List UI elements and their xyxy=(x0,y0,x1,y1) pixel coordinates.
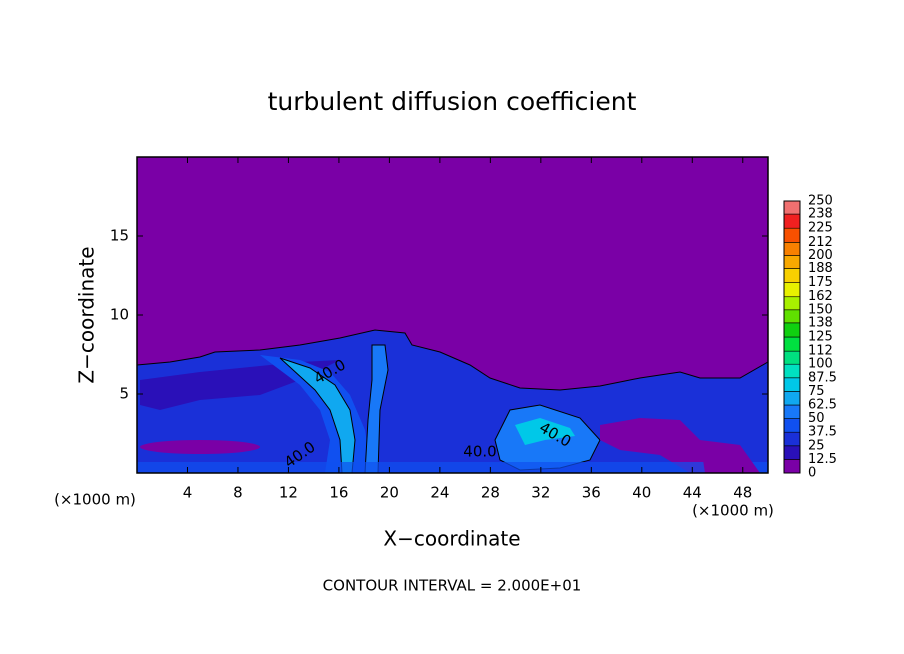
x-tick-label: 16 xyxy=(329,484,348,502)
colorbar-label: 87.5 xyxy=(808,370,837,385)
colorbar-label: 250 xyxy=(808,194,833,209)
colorbar-label: 62.5 xyxy=(808,398,837,413)
x-unit-label: (×1000 m) xyxy=(692,502,774,520)
x-tick-label: 28 xyxy=(481,484,500,502)
colorbar-band xyxy=(783,242,801,256)
colorbar-label: 200 xyxy=(808,248,833,263)
colorbar-band xyxy=(783,268,801,283)
colorbar-label: 175 xyxy=(808,275,833,290)
x-tick-label: 36 xyxy=(582,484,601,502)
colorbar-band xyxy=(783,227,801,243)
colorbar-label: 150 xyxy=(808,302,833,317)
x-tick-label: 20 xyxy=(380,484,399,502)
colorbar-label: 212 xyxy=(808,235,833,250)
x-tick-label: 4 xyxy=(183,484,193,502)
colorbar-band xyxy=(783,322,801,338)
colorbar-label: 50 xyxy=(808,411,825,426)
colorbar-frame xyxy=(783,200,801,474)
colorbar-band xyxy=(783,391,801,406)
x-unit-label: (×1000 m) xyxy=(54,491,136,509)
colorbar-band xyxy=(783,282,801,298)
colorbar-band xyxy=(783,377,801,392)
annotation: CONTOUR INTERVAL = 2.000E+01 xyxy=(323,577,582,595)
colorbar-band xyxy=(783,213,801,229)
x-tick-label: 24 xyxy=(430,484,449,502)
colorbar-label: 238 xyxy=(808,207,833,222)
colorbar-label: 112 xyxy=(808,344,833,359)
y-tick-label: 10 xyxy=(110,306,129,324)
y-tick-label: 15 xyxy=(110,227,129,245)
colorbar-label: 12.5 xyxy=(808,452,837,467)
colorbar-label: 188 xyxy=(808,261,833,276)
colorbar-band xyxy=(783,200,801,215)
colorbar-label: 25 xyxy=(808,438,825,453)
colorbar-label: 100 xyxy=(808,357,833,372)
x-tick-label: 48 xyxy=(733,484,752,502)
field-region xyxy=(600,418,720,473)
colorbar-band xyxy=(783,296,801,311)
colorbar-label: 162 xyxy=(808,289,833,304)
field-region xyxy=(137,462,768,473)
colorbar-band xyxy=(783,363,801,379)
colorbar-band xyxy=(783,350,801,365)
x-tick-label: 44 xyxy=(683,484,702,502)
x-tick-label: 12 xyxy=(279,484,298,502)
colorbar-band xyxy=(783,336,801,352)
x-axis-label: X−coordinate xyxy=(383,527,520,551)
colorbar-band xyxy=(783,255,801,269)
x-tick-label: 8 xyxy=(233,484,243,502)
colorbar-label: 37.5 xyxy=(808,425,837,440)
colorbar-band xyxy=(783,418,801,433)
colorbar-band xyxy=(783,431,801,447)
field xyxy=(136,157,769,474)
field-region xyxy=(140,440,260,454)
x-tick-label: 40 xyxy=(632,484,651,502)
colorbar-label: 225 xyxy=(808,221,833,236)
colorbar-label: 0 xyxy=(808,466,816,481)
y-axis-label: Z−coordinate xyxy=(75,246,99,383)
field-region xyxy=(515,418,575,445)
field-region xyxy=(700,440,760,473)
x-tick-label: 32 xyxy=(531,484,550,502)
chart-title: turbulent diffusion coefficient xyxy=(268,87,637,116)
colorbar-label: 75 xyxy=(808,384,825,399)
colorbar-band xyxy=(783,309,801,324)
colorbar-label: 138 xyxy=(808,315,833,330)
contour-label: 40.0 xyxy=(463,443,496,461)
y-tick-label: 5 xyxy=(119,385,129,403)
colorbar-band xyxy=(783,445,801,460)
colorbar-label: 125 xyxy=(808,330,833,345)
colorbar-band xyxy=(783,459,801,474)
colorbar-band xyxy=(783,404,801,419)
